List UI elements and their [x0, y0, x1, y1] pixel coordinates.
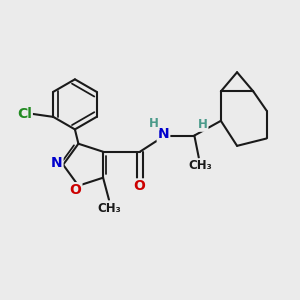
Text: H: H — [198, 118, 208, 131]
Text: N: N — [158, 127, 169, 141]
Text: O: O — [70, 183, 81, 197]
Text: N: N — [51, 156, 62, 170]
Text: O: O — [134, 179, 145, 194]
Text: Cl: Cl — [17, 107, 32, 121]
Text: CH₃: CH₃ — [188, 159, 212, 172]
Text: H: H — [149, 117, 159, 130]
Text: CH₃: CH₃ — [97, 202, 121, 214]
